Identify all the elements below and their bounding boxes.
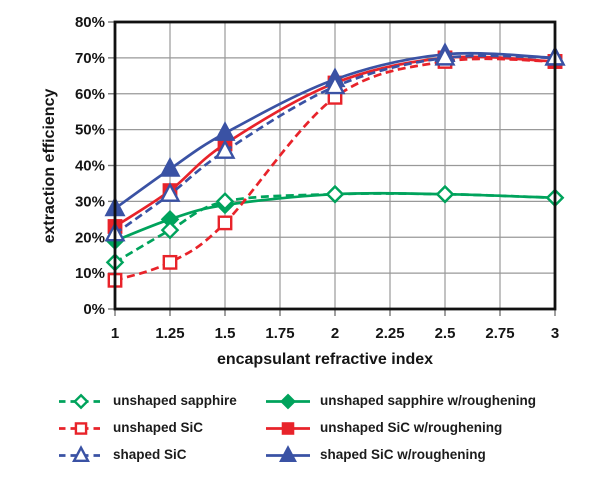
diamond-marker bbox=[215, 192, 235, 211]
diamond-marker bbox=[435, 184, 455, 204]
legend-item-unshaped-sic-w-roughening: unshaped SiC w/roughening bbox=[264, 416, 536, 439]
legend-label: shaped SiC bbox=[113, 447, 187, 462]
x-tick-label: 1.5 bbox=[215, 325, 236, 342]
triangle-marker bbox=[159, 157, 181, 177]
chart-generated: 0% 10% 20% 30% 40% 50% 60% 70% 80% 1 1.25 1.5 1.75 2 2… bbox=[75, 14, 566, 342]
y-tick-label: 80% bbox=[75, 14, 105, 31]
legend-swatch-unshaped-sapphire-w-roughening bbox=[266, 393, 310, 409]
plot-border bbox=[113, 20, 557, 311]
square-marker bbox=[217, 215, 233, 231]
legend-swatch-unshaped-sic-w-roughening bbox=[266, 421, 310, 435]
legend-item-unshaped-sic: unshaped SiC bbox=[57, 416, 264, 439]
triangle-marker bbox=[434, 45, 456, 66]
square-marker bbox=[281, 421, 295, 435]
triangle-marker bbox=[279, 444, 297, 462]
chart-svg: 0% 10% 20% 30% 40% 50% 60% 70% 80% 1 1.25 1.5 1.75 2 2… bbox=[41, 14, 566, 368]
legend-swatch-unshaped-sic bbox=[59, 421, 103, 435]
legend-item-shaped-sic: shaped SiC bbox=[57, 443, 264, 466]
legend-item-shaped-sic-w-roughening: shaped SiC w/roughening bbox=[264, 443, 536, 466]
legend-label: unshaped SiC bbox=[113, 420, 204, 435]
gridlines bbox=[114, 21, 556, 310]
legend-label: unshaped sapphire bbox=[113, 393, 237, 408]
triangle-marker bbox=[214, 121, 236, 141]
x-tick-label: 2.5 bbox=[435, 325, 456, 342]
x-tick-label: 2.75 bbox=[485, 325, 514, 342]
legend-label: shaped SiC w/roughening bbox=[320, 447, 486, 462]
y-tick-label: 60% bbox=[75, 86, 105, 103]
y-tick-label: 20% bbox=[75, 229, 105, 246]
legend-swatch-shaped-sic-w-roughening bbox=[266, 444, 310, 462]
legend-swatch-shaped-sic bbox=[59, 444, 103, 462]
y-tick-label: 0% bbox=[83, 301, 105, 318]
legend-swatch-unshaped-sapphire bbox=[59, 393, 103, 409]
diamond-marker bbox=[160, 220, 180, 240]
y-tick-label: 40% bbox=[75, 158, 105, 175]
square-marker bbox=[74, 421, 88, 435]
x-tick-label: 2.25 bbox=[375, 325, 404, 342]
y-tick-label: 30% bbox=[75, 193, 105, 210]
triangle-marker bbox=[72, 444, 90, 462]
legend-label: unshaped SiC w/roughening bbox=[320, 420, 503, 435]
x-tick-label: 1.75 bbox=[265, 325, 294, 342]
y-tick-label: 50% bbox=[75, 122, 105, 139]
y-tick-label: 70% bbox=[75, 50, 105, 67]
diamond-marker bbox=[73, 393, 89, 409]
triangle-marker bbox=[159, 182, 181, 202]
legend-item-unshaped-sapphire-w-roughening: unshaped sapphire w/roughening bbox=[264, 389, 536, 412]
x-tick-label: 2 bbox=[331, 325, 339, 342]
x-axis-title: encapsulant refractive index bbox=[217, 351, 433, 368]
triangle-marker bbox=[324, 74, 346, 95]
legend-item-unshaped-sapphire: unshaped sapphire bbox=[57, 389, 264, 412]
legend: unshaped sapphire unshaped sapphire w/rou… bbox=[57, 389, 536, 466]
square-marker bbox=[162, 254, 178, 270]
triangle-marker bbox=[214, 139, 236, 159]
x-tick-label: 3 bbox=[551, 325, 559, 342]
x-tick-label: 1 bbox=[111, 325, 119, 342]
x-tick-label: 1.25 bbox=[155, 325, 184, 342]
diamond-marker bbox=[280, 393, 296, 409]
y-axis-title: extraction efficiency bbox=[41, 89, 58, 244]
legend-label: unshaped sapphire w/roughening bbox=[320, 393, 537, 408]
diamond-marker bbox=[325, 184, 345, 204]
axis-ticks: 0% 10% 20% 30% 40% 50% 60% 70% 80% 1 1.25 1.5 1.75 2 2… bbox=[75, 14, 559, 342]
y-tick-label: 10% bbox=[75, 265, 105, 282]
